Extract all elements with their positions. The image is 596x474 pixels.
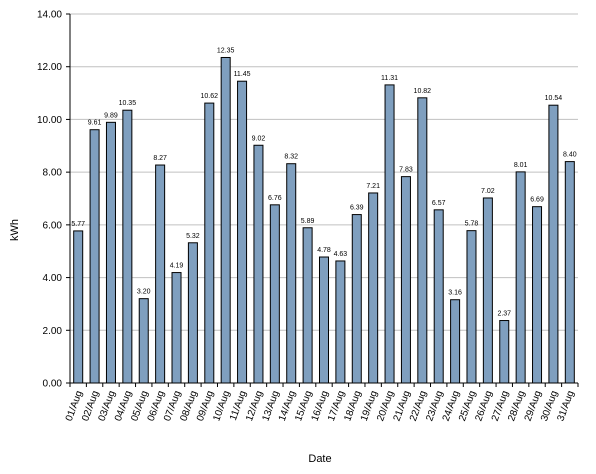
y-tick-label: 14.00 [37,10,62,21]
bar [450,299,461,384]
data-label: 7.21 [366,183,380,190]
bar [253,144,264,384]
bar [515,171,526,384]
data-label: 5.32 [186,233,200,240]
bar [269,204,280,384]
data-label: 7.02 [481,188,495,195]
data-label: 11.31 [381,75,398,82]
bar [548,104,559,384]
data-label: 8.32 [284,154,298,161]
y-tick-label: 6.00 [43,220,63,231]
bar [532,206,543,384]
data-label: 6.39 [350,205,364,212]
data-label: 12.35 [217,47,235,54]
bar [302,227,313,384]
x-axis-title: Date [308,453,331,465]
bar [89,129,100,384]
y-tick-label: 8.00 [43,168,63,179]
data-label: 8.01 [514,162,528,169]
bar [73,230,84,384]
bar [237,80,248,384]
data-label: 10.82 [414,88,432,95]
bar [187,242,198,384]
data-label: 8.40 [563,152,577,159]
data-label: 10.35 [119,100,137,107]
data-label: 4.78 [317,247,331,254]
y-tick-label: 0.00 [43,379,63,390]
data-label: 9.61 [88,120,102,127]
bar [499,320,510,384]
data-label: 6.69 [530,197,544,204]
bar [138,298,149,384]
axes [66,13,579,387]
bars [73,56,575,384]
bar [318,256,330,384]
y-tick-labels: 0.00 2.00 4.00 6.00 8.00 10.00 12.00 14.00 [37,10,62,390]
data-label: 6.76 [268,195,282,202]
bar [368,192,379,384]
bar [220,56,231,384]
bar [482,197,493,384]
bar [204,102,215,384]
bar [335,260,346,384]
data-label: 5.89 [301,218,315,225]
y-tick-label: 10.00 [37,115,62,126]
bar [466,230,477,384]
data-label: 7.83 [399,167,413,174]
data-label: 4.19 [170,263,184,270]
bar [384,84,395,384]
bar [171,272,182,384]
bar [433,209,444,384]
data-label: 4.63 [334,251,348,258]
data-label: 2.37 [497,311,511,318]
data-label: 10.54 [545,95,563,102]
x-tick-labels: 01/Aug02/Aug03/Aug04/Aug05/Aug06/Aug07/A… [64,389,577,423]
bar [155,164,166,384]
data-label: 10.62 [201,93,219,100]
data-label: 3.20 [137,289,151,296]
data-label: 11.45 [234,71,251,78]
y-axis-title: kWh [9,219,21,241]
data-label: 6.57 [432,200,446,207]
bar [351,214,362,384]
y-tick-label: 4.00 [43,273,63,284]
data-label: 5.78 [465,221,479,228]
bar [564,161,575,384]
bar [400,176,411,384]
y-tick-label: 2.00 [43,326,63,337]
data-label: 9.89 [104,112,118,119]
data-label: 9.02 [252,135,266,142]
bar [105,121,116,384]
bar [417,97,428,384]
data-label: 8.27 [153,155,167,162]
data-label: 3.16 [448,290,462,297]
bar [286,163,297,384]
bar [122,109,133,384]
y-tick-label: 12.00 [37,62,62,73]
data-label: 5.77 [71,221,85,228]
